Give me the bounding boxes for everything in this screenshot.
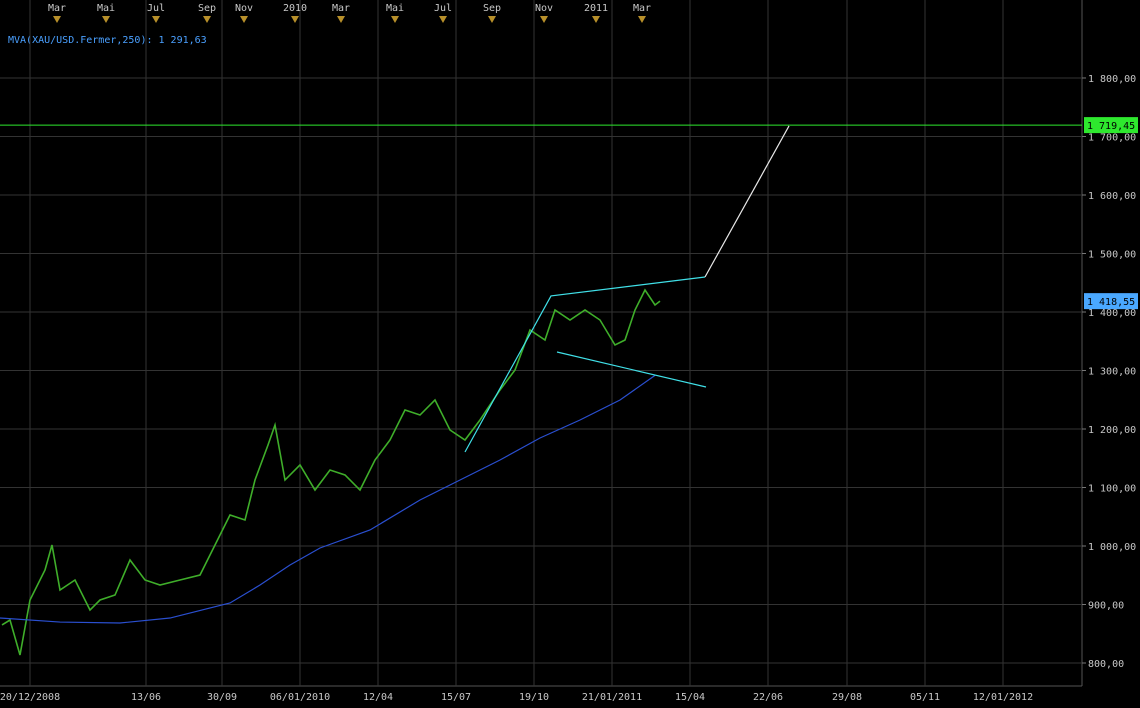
top-tick-label: Sep <box>483 3 501 14</box>
top-tick-label: Mar <box>633 3 651 14</box>
last-price-label: 1 418,55 <box>1087 297 1135 308</box>
top-tick-label: Mai <box>97 3 115 14</box>
level-box <box>1084 117 1138 134</box>
top-tick-marker <box>391 16 399 23</box>
x-tick-label: 12/04 <box>363 692 393 703</box>
top-tick-label: Sep <box>198 3 216 14</box>
x-tick-label: 21/01/2011 <box>582 692 642 703</box>
trend-line <box>704 125 790 278</box>
top-tick-marker <box>53 16 61 23</box>
top-tick-label: Mar <box>332 3 350 14</box>
top-tick-marker <box>240 16 248 23</box>
top-tick-marker <box>638 16 646 23</box>
top-tick-label: Jul <box>147 3 165 14</box>
trend-line <box>556 351 707 388</box>
y-tick-label: 1 100,00 <box>1088 484 1136 495</box>
top-tick-label: Nov <box>535 3 553 14</box>
level-label: 1 719,45 <box>1087 121 1135 132</box>
y-tick-label: 900,00 <box>1088 601 1124 612</box>
top-tick-marker <box>291 16 299 23</box>
top-tick-marker <box>102 16 110 23</box>
y-tick-label: 1 700,00 <box>1088 132 1136 143</box>
top-tick-label: Mai <box>386 3 404 14</box>
top-tick-label: 2011 <box>584 3 608 14</box>
x-tick-label: 15/07 <box>441 692 471 703</box>
top-tick-marker <box>439 16 447 23</box>
x-tick-label: 29/08 <box>832 692 862 703</box>
x-tick-label: 22/06 <box>753 692 783 703</box>
top-tick-label: Mar <box>48 3 66 14</box>
y-tick-label: 1 300,00 <box>1088 366 1136 377</box>
top-tick-marker <box>203 16 211 23</box>
x-tick-label: 06/01/2010 <box>270 692 330 703</box>
top-tick-marker <box>337 16 345 23</box>
trend-line <box>464 276 706 453</box>
top-tick-marker <box>540 16 548 23</box>
y-tick-label: 1 800,00 <box>1088 74 1136 85</box>
x-tick-label: 19/10 <box>519 692 549 703</box>
y-tick-label: 1 500,00 <box>1088 249 1136 260</box>
y-tick-label: 1 600,00 <box>1088 191 1136 202</box>
top-tick-marker <box>152 16 160 23</box>
top-tick-label: 2010 <box>283 3 307 14</box>
top-tick-marker <box>592 16 600 23</box>
top-tick-marker <box>488 16 496 23</box>
x-tick-label: 13/06 <box>131 692 161 703</box>
ma-label: MVA(XAU/USD.Fermer,250): 1 291,63 <box>8 35 207 46</box>
x-tick-label: 20/12/2008 <box>0 692 60 703</box>
x-tick-label: 15/04 <box>675 692 705 703</box>
last-price-box <box>1084 293 1138 310</box>
top-tick-label: Nov <box>235 3 253 14</box>
x-tick-label: 12/01/2012 <box>973 692 1033 703</box>
series-line <box>0 374 656 624</box>
x-tick-label: 30/09 <box>207 692 237 703</box>
series-line <box>1 288 661 656</box>
top-tick-label: Jul <box>434 3 452 14</box>
y-tick-label: 1 000,00 <box>1088 542 1136 553</box>
y-tick-label: 1 200,00 <box>1088 425 1136 436</box>
y-tick-label: 1 400,00 <box>1088 308 1136 319</box>
x-tick-label: 05/11 <box>910 692 940 703</box>
y-tick-label: 800,00 <box>1088 659 1124 670</box>
